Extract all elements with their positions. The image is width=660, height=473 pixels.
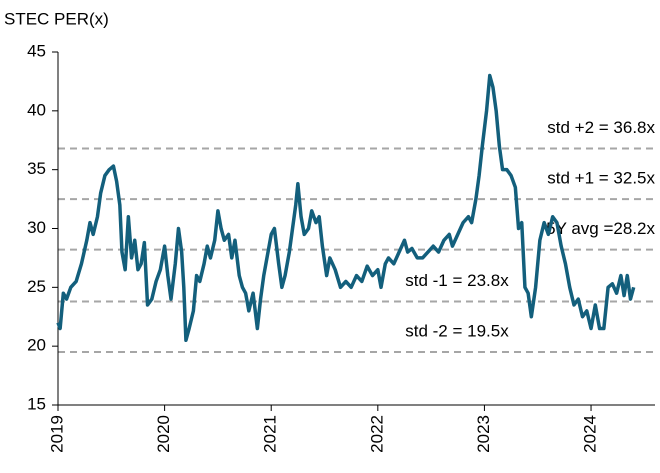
y-tick-label: 15 xyxy=(27,394,46,413)
y-tick-label: 45 xyxy=(27,41,46,60)
x-tick-label: 2024 xyxy=(581,415,600,453)
y-tick-label: 25 xyxy=(27,277,46,296)
x-tick-label: 2023 xyxy=(474,415,493,453)
reference-label: std -1 = 23.8x xyxy=(405,271,509,290)
x-tick-label: 2019 xyxy=(47,415,66,453)
y-tick-label: 35 xyxy=(27,159,46,178)
reference-label: std +1 = 32.5x xyxy=(547,169,655,188)
x-tick-label: 2020 xyxy=(154,415,173,453)
chart-title: STEC PER(x) xyxy=(4,9,109,28)
x-tick-label: 2022 xyxy=(367,415,386,453)
y-tick-label: 40 xyxy=(27,100,46,119)
series-line xyxy=(56,73,636,343)
reference-label: std +2 = 36.8x xyxy=(547,118,655,137)
y-tick-label: 30 xyxy=(27,218,46,237)
y-tick-label: 20 xyxy=(27,336,46,355)
x-tick-label: 2021 xyxy=(261,415,280,453)
reference-label: std -2 = 19.5x xyxy=(405,322,509,341)
reference-label: 5Y avg =28.2x xyxy=(546,219,655,238)
